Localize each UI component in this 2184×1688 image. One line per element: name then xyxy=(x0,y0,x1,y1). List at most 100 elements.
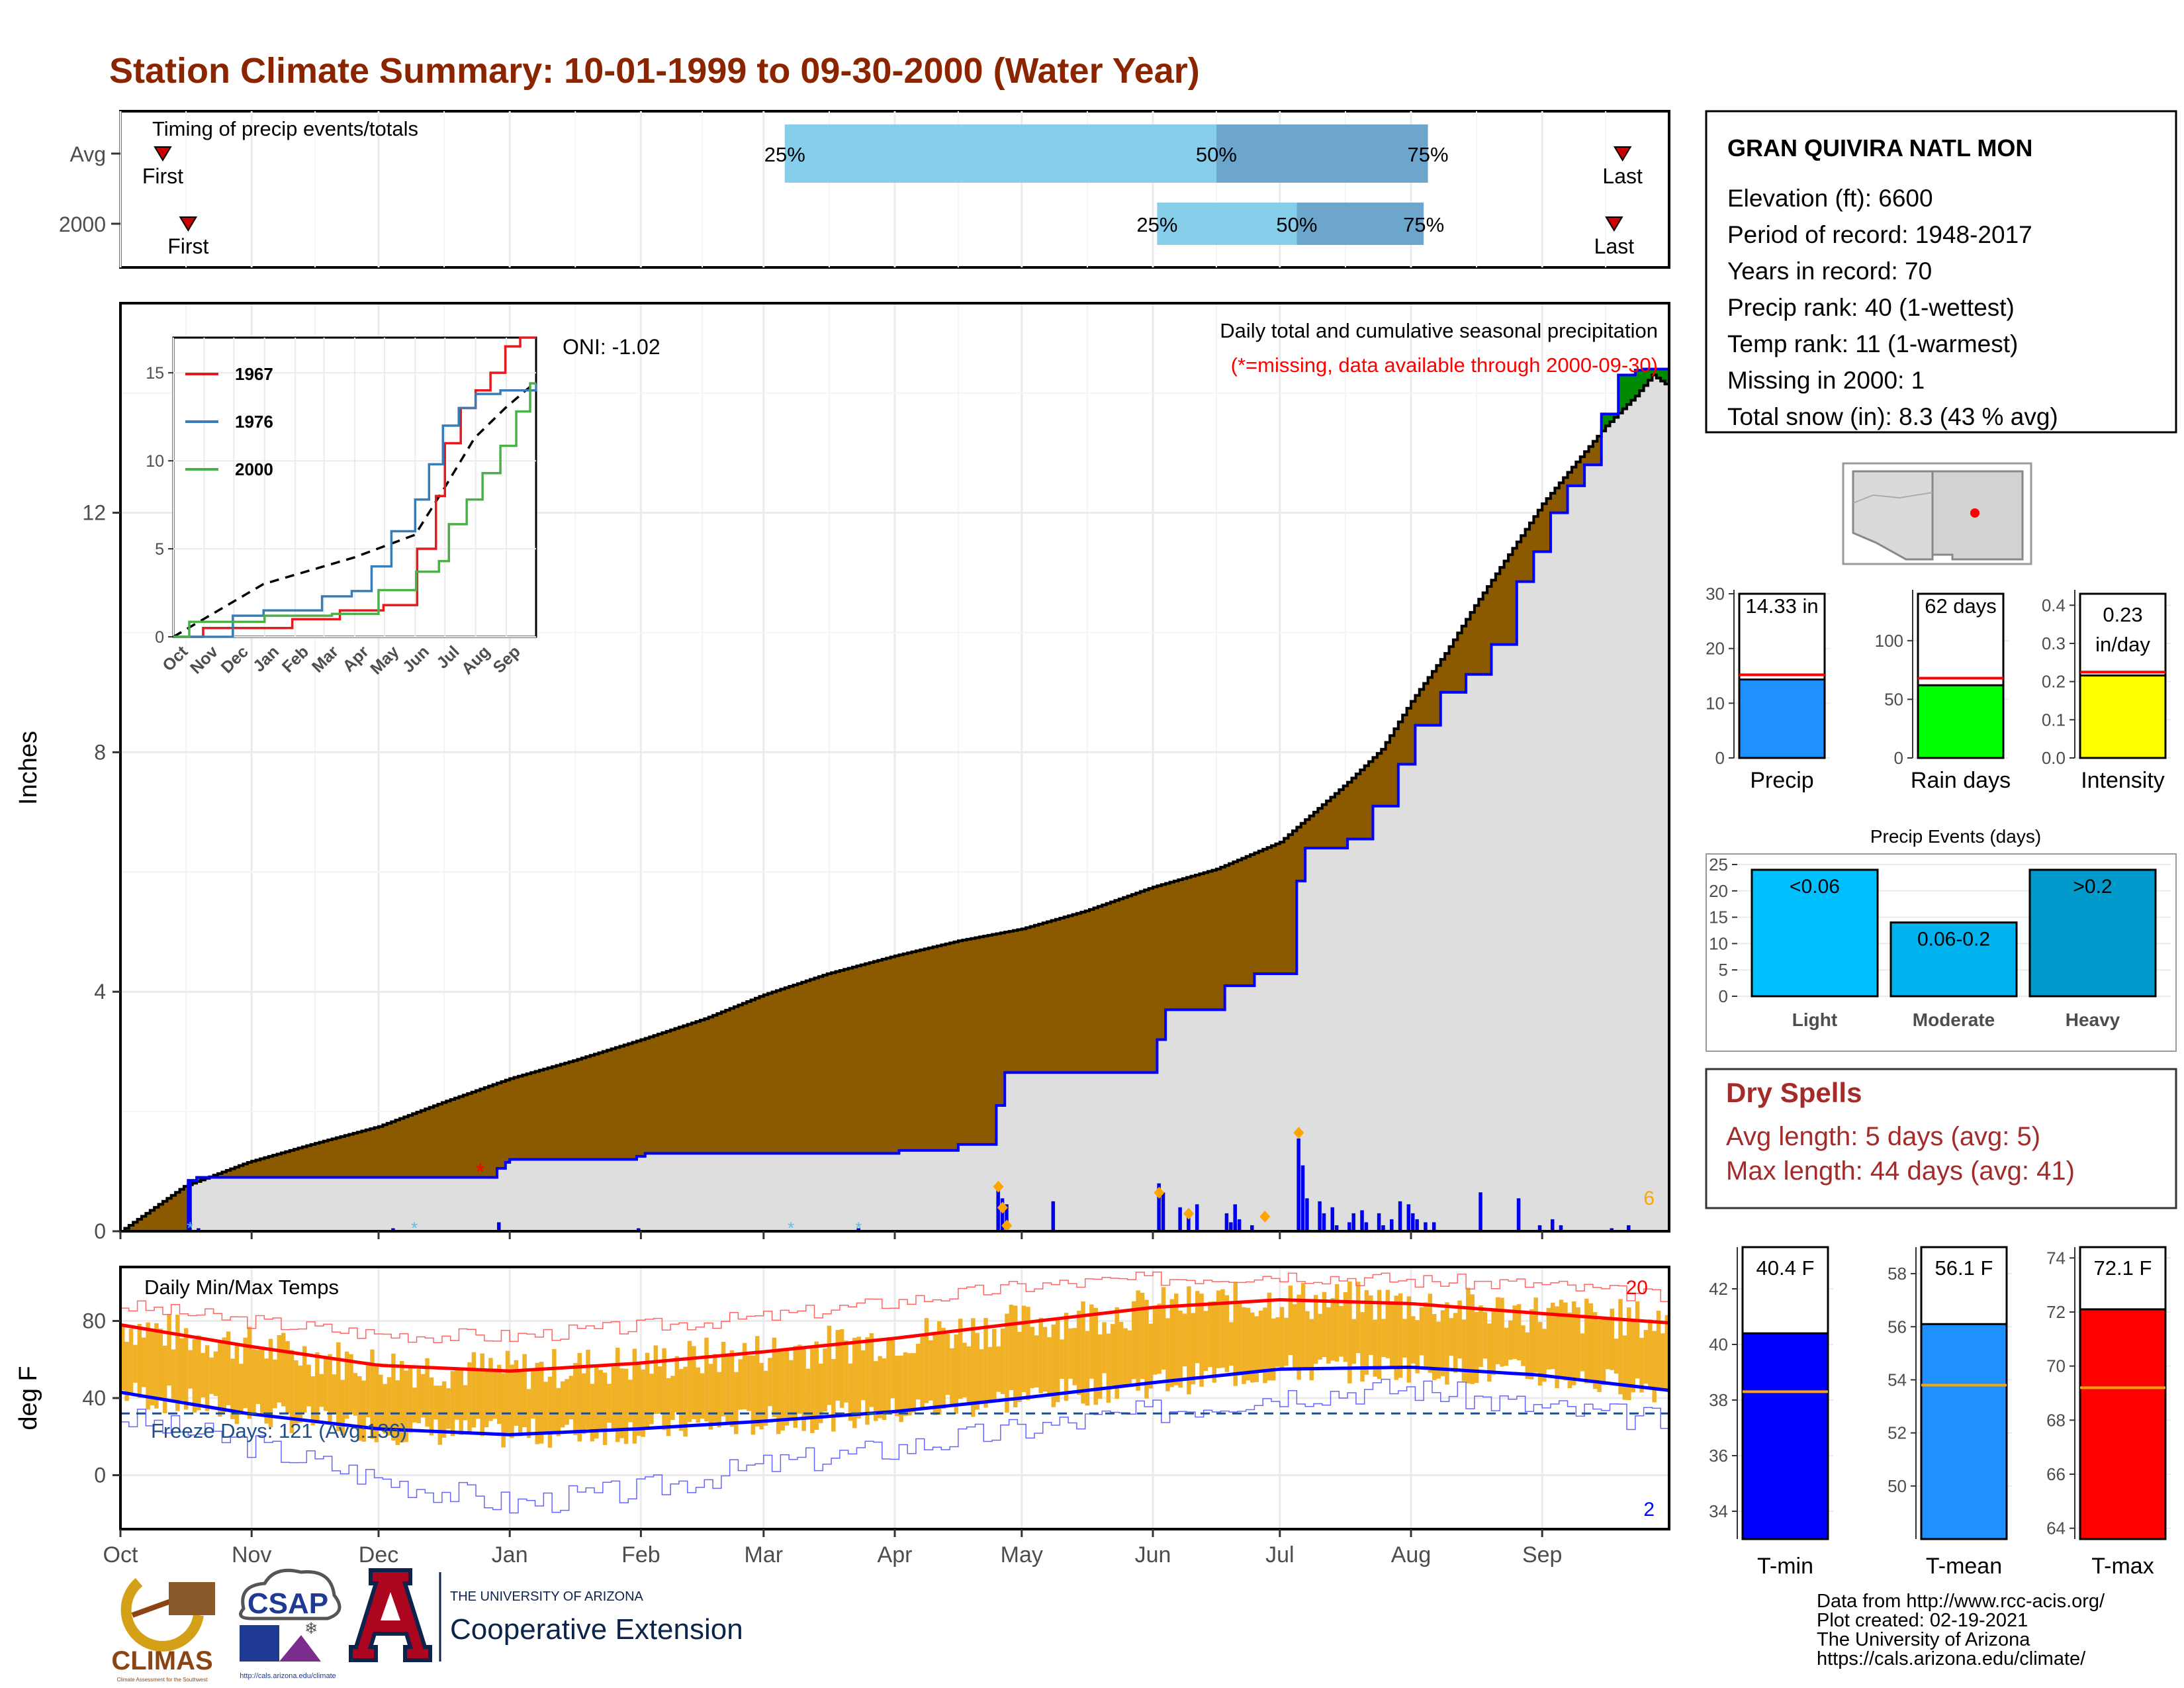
precip-y-tick-label: 12 xyxy=(82,501,106,525)
daily-precip-bar xyxy=(1411,1213,1415,1231)
summary-bar-fill xyxy=(2079,674,2167,759)
timing-bar-25-50 xyxy=(1157,203,1297,245)
month-tick-label: Nov xyxy=(232,1542,271,1568)
timing-first-marker xyxy=(154,146,172,162)
station-line: Temp rank: 11 (1-warmest) xyxy=(1727,330,2018,357)
precip-panel: * * * * * 0 4 8 12 Inches Daily total and cumul… xyxy=(15,302,1670,1243)
daily-precip-bar xyxy=(1322,1213,1326,1231)
missing-data-mark: * xyxy=(476,1160,484,1185)
summary-bar-label: Intensity xyxy=(2081,768,2165,793)
station-line: Missing in 2000: 1 xyxy=(1727,367,1925,394)
temp-bar-tick-label: 38 xyxy=(1709,1390,1728,1410)
footer-line: The University of Arizona xyxy=(1817,1629,2030,1650)
timing-panel: 25% 50% 75% First Last 25% 50% 75% First Last Tim… xyxy=(59,110,1670,269)
daily-precip-bar xyxy=(391,1228,395,1231)
summary-bar-tick-label: 50 xyxy=(1884,689,1903,709)
temp-bar-tick-label: 68 xyxy=(2046,1410,2066,1430)
timing-first-label: First xyxy=(167,234,208,258)
precip-y-tick-label: 4 xyxy=(94,980,106,1004)
daily-precip-bar xyxy=(1479,1192,1482,1231)
ua-small-label: THE UNIVERSITY OF ARIZONA xyxy=(450,1589,644,1604)
precip-y-axis-title: Inches xyxy=(15,731,42,805)
daily-precip-bar xyxy=(1610,1228,1614,1231)
temp-panel: 0 40 80 Daily Min/Max Temps Freeze Days: 1… xyxy=(15,1266,1670,1568)
summary-bar-tick-label: 10 xyxy=(1706,693,1725,713)
daily-precip-bar xyxy=(1229,1222,1233,1231)
daily-precip-bar xyxy=(1000,1198,1005,1231)
station-line: Period of record: 1948-2017 xyxy=(1727,221,2032,248)
intensity-summary-bar: 0.0 0.1 0.2 0.3 0.4 0.23 in/day Intensity xyxy=(2042,590,2171,793)
timing-p75-label: 75% xyxy=(1403,213,1444,236)
climas-logo-subtitle: Climate Assessment for the Southwest xyxy=(117,1677,208,1683)
precip-missing-note: (*=missing, data available through 2000-… xyxy=(1231,353,1658,377)
daily-precip-bar xyxy=(856,1228,860,1231)
station-info-box: GRAN QUIVIRA NATL MON Elevation (ft): 66… xyxy=(1705,110,2177,434)
events-bar xyxy=(1751,868,1879,998)
summary-bar-tick-label: 0.2 xyxy=(2042,672,2066,692)
daily-precip-bar xyxy=(1406,1204,1411,1231)
temp-y-axis-title: deg F xyxy=(15,1366,42,1430)
svg-text:❄: ❄ xyxy=(304,1620,318,1638)
station-line: Years in record: 70 xyxy=(1727,258,1932,285)
record-max-line xyxy=(120,1271,1669,1343)
avg-cumulative-line xyxy=(120,373,1669,1233)
summary-bar-tick-label: 0.1 xyxy=(2042,710,2066,729)
min-record-count: 2 xyxy=(1643,1499,1655,1521)
timing-bar-25-50 xyxy=(784,124,1216,183)
inset-y-tick-label: 5 xyxy=(155,540,164,559)
inset-legend-label: 1967 xyxy=(235,364,273,384)
daily-precip-bar xyxy=(1195,1204,1199,1231)
summary-bar-tick-label: 20 xyxy=(1706,639,1725,659)
daily-precip-bar xyxy=(1516,1198,1521,1231)
daily-precip-bar xyxy=(1390,1219,1394,1231)
timing-p25-label: 25% xyxy=(764,143,805,166)
ua-cooperative-extension: Cooperative Extension xyxy=(450,1613,743,1646)
avg-max-temp-line xyxy=(120,1297,1670,1373)
raindays-summary-bar: 0 50 100 62 days Rain days xyxy=(1875,590,2011,793)
daily-precip-bar xyxy=(1424,1222,1428,1231)
events-tick-label: 10 xyxy=(1709,933,1728,953)
dry-spells-title: Dry Spells xyxy=(1726,1077,1862,1108)
events-bar-category: Light xyxy=(1792,1009,1837,1030)
summary-bar-tick-label: 0.4 xyxy=(2042,595,2066,615)
event-count-label: 6 xyxy=(1643,1188,1655,1209)
temp-bar-tick-label: 56 xyxy=(1888,1317,1907,1336)
month-tick-label: Sep xyxy=(1522,1542,1563,1568)
station-name: GRAN QUIVIRA NATL MON xyxy=(1727,134,2032,162)
daily-precip-bar xyxy=(996,1186,1000,1231)
dry-spells-avg: Avg length: 5 days (avg: 5) xyxy=(1726,1122,2040,1151)
timing-label: Timing of precip events/totals xyxy=(152,117,418,140)
inset-y-tick-label: 15 xyxy=(146,364,164,383)
observed-cumulative-line xyxy=(120,367,1669,1233)
daily-precip-bar xyxy=(1347,1222,1351,1231)
temp-y-tick-label: 40 xyxy=(82,1386,106,1410)
summary-bar-value: 14.33 in xyxy=(1745,594,1818,618)
snow-mark: * xyxy=(855,1218,862,1238)
timing-last-label: Last xyxy=(1602,164,1643,188)
month-tick-label: Jan xyxy=(492,1542,528,1568)
daily-precip-bar xyxy=(197,1228,201,1231)
daily-precip-bar xyxy=(1351,1213,1355,1231)
daily-precip-bar xyxy=(1627,1225,1631,1231)
precip-y-tick-label: 8 xyxy=(94,740,106,764)
precip-events-panel: Precip Events (days) 0 5 10 15 20 25 <0.06 Ligh… xyxy=(1706,826,2177,1052)
climas-logo: CLIMAS Climate Assessment for the Southw… xyxy=(111,1577,215,1683)
inset-legend-label: 2000 xyxy=(235,459,273,479)
month-tick-label: Dec xyxy=(359,1542,398,1568)
event-diamond xyxy=(1293,1127,1304,1139)
temp-summary-bar: 34 36 38 40 42 40.4 F T-min xyxy=(1709,1246,1833,1579)
csap-logo: CSAP ❄ http://cals.arizona.edu/climate xyxy=(239,1568,341,1680)
timing-row-2000-label: 2000 xyxy=(59,212,106,236)
month-tick-label: Jun xyxy=(1135,1542,1171,1568)
temp-y-tick-label: 80 xyxy=(82,1309,106,1333)
daily-precip-bar xyxy=(1051,1201,1056,1231)
summary-bar-unit: in/day xyxy=(2095,633,2150,656)
precip-summary-bar: 0 10 20 30 14.33 in Precip xyxy=(1706,584,1830,793)
events-tick-label: 25 xyxy=(1709,855,1728,874)
timing-last-marker xyxy=(1613,146,1632,162)
summary-bar-tick-label: 0.0 xyxy=(2042,748,2066,768)
inset-y-tick-label: 0 xyxy=(155,628,164,647)
daily-precip-bar xyxy=(1224,1213,1229,1231)
summary-bar-label: Rain days xyxy=(1911,768,2011,793)
daily-precip-bar xyxy=(1318,1201,1322,1231)
